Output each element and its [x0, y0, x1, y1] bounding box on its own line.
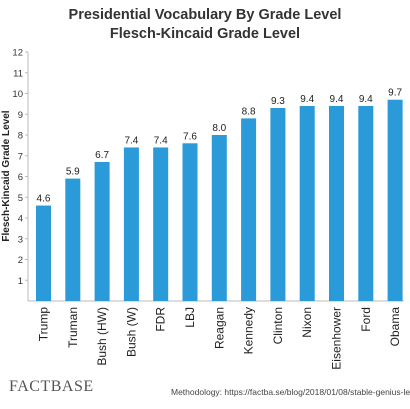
category-label: Eisenhower: [330, 307, 344, 370]
bar: [94, 161, 110, 301]
factbase-logo: FACTBASE: [9, 378, 94, 395]
data-label: 4.6: [37, 194, 51, 205]
chart-title: Presidential Vocabulary By Grade Level: [68, 7, 342, 23]
category-label: Kennedy: [242, 307, 256, 354]
category-labels: Trump Truman Bush (HW) Bush (W) FDR LBJ Reagan…: [37, 307, 403, 370]
category-label: Nixon: [300, 307, 314, 338]
bar: [36, 205, 51, 301]
bars: [36, 99, 403, 302]
y-tick-label: 2: [18, 255, 23, 266]
chart-subtitle: Flesch-Kincaid Grade Level: [109, 26, 301, 42]
category-label: Trump: [37, 307, 51, 342]
chart-title-block: Presidential Vocabulary By Grade Level F…: [0, 6, 410, 44]
bar: [182, 143, 198, 301]
category-label: Bush (HW): [95, 307, 109, 366]
bar: [329, 105, 344, 301]
bar: [65, 178, 81, 301]
category-label: Ford: [359, 307, 373, 332]
y-tick-label: 8: [18, 131, 23, 142]
data-label: 9.4: [300, 94, 314, 105]
y-tick-label: 5: [18, 193, 23, 204]
data-label: 7.6: [183, 131, 197, 142]
category-label: Reagan: [212, 307, 226, 349]
methodology-note: Methodology: https://factba.se/blog/2018…: [171, 387, 410, 397]
data-label: 7.4: [124, 135, 138, 146]
bar: [358, 105, 374, 301]
data-label: 7.4: [154, 135, 168, 146]
y-tick-label: 12: [12, 48, 23, 59]
y-tick-label: 11: [13, 68, 23, 79]
bar: [387, 99, 403, 301]
category-label: Obama: [388, 307, 402, 347]
y-tick-label: 3: [18, 234, 23, 245]
bar: [270, 108, 286, 302]
bar: [153, 147, 169, 301]
y-tick-label: 9: [18, 110, 23, 121]
data-label: 8.8: [242, 106, 256, 117]
data-labels: 4.6 5.9 6.7 7.4 7.4 7.6 8.0 8.8 9.3 9.4 9.4 9.4 9.7: [37, 88, 403, 205]
data-label: 5.9: [66, 167, 80, 178]
y-axis-label: Flesch-Kincaid Grade Level: [1, 110, 12, 241]
y-tick-label: 6: [18, 172, 23, 183]
y-tick-label: 1: [18, 276, 23, 287]
y-tick-label: 7: [18, 151, 23, 162]
bar: [123, 147, 139, 301]
data-label: 9.4: [330, 94, 344, 105]
data-label: 9.4: [359, 94, 373, 105]
bar: [241, 118, 257, 302]
data-label: 8.0: [212, 123, 226, 134]
category-label: Truman: [66, 307, 80, 348]
category-label: LBJ: [183, 307, 197, 328]
category-label: FDR: [154, 307, 168, 332]
bar: [211, 135, 227, 301]
bar: [299, 105, 315, 301]
data-label: 9.3: [271, 96, 285, 107]
y-tick-label: 4: [18, 214, 23, 225]
y-tick-label: 10: [12, 89, 23, 100]
data-label: 9.7: [388, 88, 402, 99]
data-label: 6.7: [95, 150, 109, 161]
category-label: Bush (W): [124, 307, 138, 357]
category-label: Clinton: [271, 307, 285, 344]
